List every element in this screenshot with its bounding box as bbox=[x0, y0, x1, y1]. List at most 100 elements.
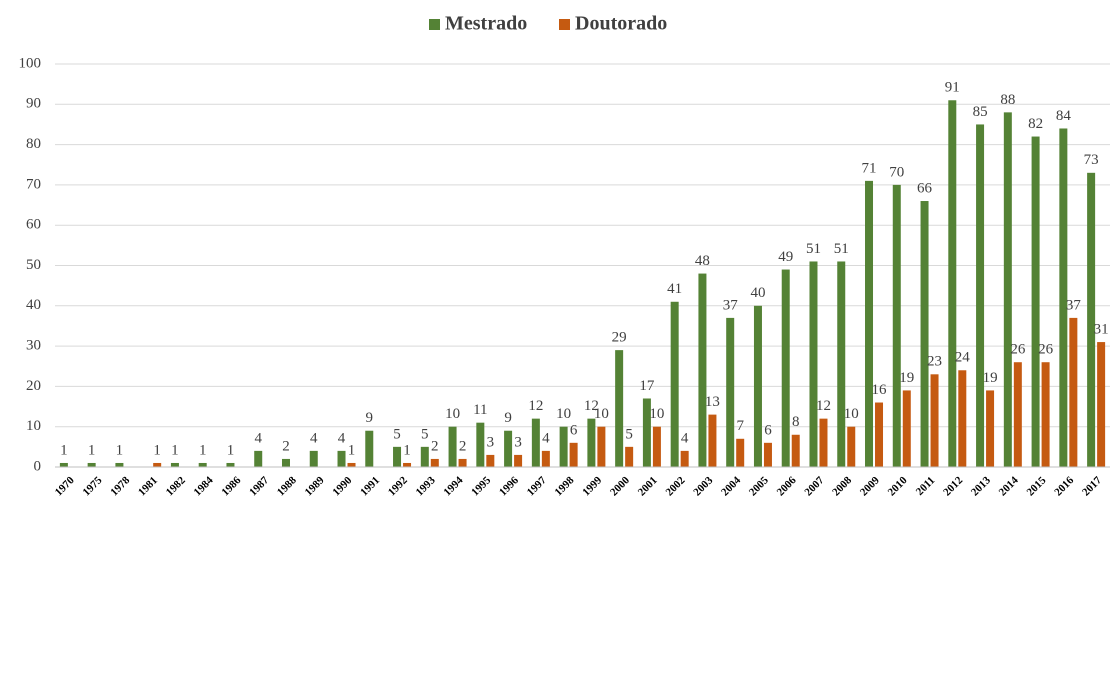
bar bbox=[115, 462, 124, 467]
x-tick-label: 1988 bbox=[275, 474, 299, 498]
value-label: 1 bbox=[227, 442, 235, 458]
value-label: 10 bbox=[556, 406, 571, 422]
value-label: 1 bbox=[153, 442, 161, 458]
value-label: 29 bbox=[612, 330, 627, 346]
value-label: 8 bbox=[792, 414, 800, 430]
value-label: 24 bbox=[955, 350, 971, 366]
value-label: 1 bbox=[199, 442, 207, 458]
y-tick-label: 40 bbox=[26, 297, 41, 313]
bar bbox=[958, 370, 967, 467]
x-tick-label: 2007 bbox=[802, 474, 826, 498]
bar bbox=[1097, 342, 1106, 467]
bar bbox=[809, 261, 818, 467]
bar bbox=[847, 426, 856, 467]
x-tick-label: 1991 bbox=[358, 474, 382, 498]
value-label: 19 bbox=[983, 370, 998, 386]
bar bbox=[1069, 317, 1078, 467]
value-label: 5 bbox=[393, 426, 401, 442]
value-label: 70 bbox=[889, 164, 904, 180]
value-label: 4 bbox=[542, 430, 550, 446]
x-tick-label: 2017 bbox=[1080, 474, 1104, 498]
legend-swatch bbox=[559, 19, 570, 30]
legend-label: Mestrado bbox=[445, 13, 527, 35]
x-tick-label: 2009 bbox=[858, 474, 882, 498]
x-tick-label: 1984 bbox=[192, 474, 216, 498]
value-label: 3 bbox=[487, 434, 495, 450]
value-label: 48 bbox=[695, 253, 710, 269]
bar bbox=[753, 305, 762, 467]
value-label: 1 bbox=[403, 442, 411, 458]
value-label: 73 bbox=[1084, 152, 1099, 168]
x-tick-label: 2002 bbox=[664, 474, 688, 498]
bar bbox=[736, 438, 745, 467]
value-label: 13 bbox=[705, 394, 720, 410]
value-label: 12 bbox=[816, 398, 831, 414]
value-label: 51 bbox=[806, 241, 821, 257]
value-label: 1 bbox=[88, 442, 96, 458]
x-tick-label: 1986 bbox=[219, 474, 243, 498]
bar bbox=[875, 402, 884, 467]
x-tick-label: 2013 bbox=[969, 474, 993, 498]
y-tick-label: 20 bbox=[26, 378, 41, 394]
y-tick-label: 50 bbox=[26, 257, 41, 273]
bar bbox=[569, 442, 578, 467]
x-tick-label: 1989 bbox=[303, 474, 327, 498]
y-tick-label: 10 bbox=[26, 418, 41, 434]
value-label: 91 bbox=[945, 80, 960, 96]
x-tick-label: 1997 bbox=[525, 474, 549, 498]
value-label: 12 bbox=[584, 398, 599, 414]
bar bbox=[476, 422, 485, 467]
x-tick-label: 2006 bbox=[775, 474, 799, 498]
y-tick-label: 100 bbox=[19, 55, 42, 71]
y-tick-label: 60 bbox=[26, 217, 41, 233]
value-label: 12 bbox=[528, 398, 543, 414]
value-label: 2 bbox=[282, 438, 290, 454]
x-tick-label: 2011 bbox=[914, 474, 938, 498]
bar bbox=[430, 458, 439, 467]
value-label: 9 bbox=[366, 410, 374, 426]
value-label: 26 bbox=[1038, 342, 1054, 358]
bar bbox=[1041, 362, 1050, 467]
x-tick-label: 1987 bbox=[247, 474, 271, 498]
bar bbox=[930, 374, 939, 467]
x-tick-label: 2003 bbox=[691, 474, 715, 498]
x-tick-label: 1982 bbox=[164, 474, 188, 498]
bar bbox=[670, 301, 679, 467]
value-label: 4 bbox=[310, 430, 318, 446]
value-label: 11 bbox=[473, 402, 487, 418]
y-tick-label: 70 bbox=[26, 176, 41, 192]
value-label: 5 bbox=[421, 426, 429, 442]
value-label: 4 bbox=[338, 430, 346, 446]
x-tick-label: 2004 bbox=[719, 474, 743, 498]
bar bbox=[226, 462, 235, 467]
bar bbox=[587, 418, 596, 467]
bar bbox=[763, 442, 772, 467]
value-label: 10 bbox=[649, 406, 664, 422]
value-label: 4 bbox=[254, 430, 262, 446]
bar bbox=[1059, 128, 1068, 468]
value-label: 85 bbox=[973, 104, 988, 120]
bar bbox=[892, 184, 901, 467]
y-tick-label: 90 bbox=[26, 96, 41, 112]
x-tick-label: 2005 bbox=[747, 474, 771, 498]
bar bbox=[365, 430, 374, 467]
value-label: 17 bbox=[639, 378, 655, 394]
x-tick-label: 1970 bbox=[53, 474, 77, 498]
value-label: 4 bbox=[681, 430, 689, 446]
value-label: 2 bbox=[431, 438, 439, 454]
bar bbox=[1031, 136, 1040, 468]
bar bbox=[615, 350, 624, 467]
x-tick-label: 1975 bbox=[81, 474, 105, 498]
value-label: 49 bbox=[778, 249, 793, 265]
value-label: 37 bbox=[723, 297, 739, 313]
value-label: 1 bbox=[348, 442, 356, 458]
value-label: 40 bbox=[750, 285, 765, 301]
legend-swatch bbox=[429, 19, 440, 30]
bar bbox=[309, 450, 318, 467]
value-label: 82 bbox=[1028, 116, 1043, 132]
value-label: 31 bbox=[1094, 322, 1109, 338]
bar bbox=[514, 454, 523, 467]
bar bbox=[448, 426, 457, 467]
value-label: 19 bbox=[899, 370, 914, 386]
